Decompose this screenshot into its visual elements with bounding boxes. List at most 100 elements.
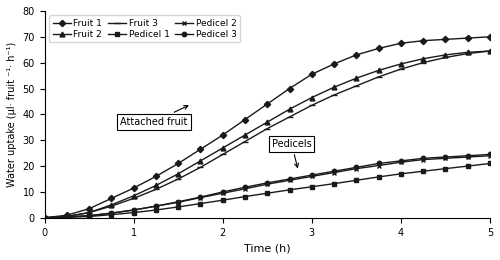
Pedicel 3 (420, 157, 426, 160)
Pedicel 3 (331, 170, 337, 173)
Fruit 3 (153, 188, 159, 191)
Fruit 1 (420, 39, 426, 42)
Pedicel 2 (198, 196, 203, 199)
Pedicel 3 (108, 212, 114, 215)
Fruit 2 (108, 203, 114, 206)
Pedicel 1 (398, 172, 404, 176)
Pedicel 2 (108, 212, 114, 215)
Fruit 3 (198, 166, 203, 169)
Pedicel 1 (309, 185, 315, 188)
Pedicel 3 (64, 216, 70, 219)
Pedicel 1 (442, 167, 448, 170)
Fruit 3 (442, 56, 448, 59)
Pedicel 1 (376, 175, 382, 178)
Pedicel 1 (242, 195, 248, 198)
Fruit 1 (153, 175, 159, 178)
Pedicel 1 (108, 213, 114, 216)
Fruit 1 (220, 133, 226, 136)
Fruit 1 (309, 73, 315, 76)
Fruit 2 (464, 51, 470, 54)
Fruit 2 (309, 96, 315, 99)
Line: Pedicel 3: Pedicel 3 (42, 152, 492, 220)
Line: Fruit 1: Fruit 1 (42, 35, 492, 220)
X-axis label: Time (h): Time (h) (244, 243, 290, 253)
Fruit 2 (286, 108, 292, 111)
Fruit 3 (86, 211, 92, 214)
Pedicel 1 (464, 165, 470, 168)
Pedicel 2 (376, 164, 382, 167)
Pedicel 2 (442, 157, 448, 160)
Pedicel 1 (198, 202, 203, 205)
Fruit 2 (130, 194, 136, 197)
Pedicel 2 (286, 179, 292, 182)
Fruit 3 (464, 52, 470, 55)
Pedicel 2 (86, 214, 92, 217)
Fruit 2 (354, 77, 360, 80)
Fruit 1 (108, 197, 114, 200)
Fruit 3 (354, 84, 360, 87)
Line: Fruit 3: Fruit 3 (42, 48, 492, 220)
Fruit 3 (309, 104, 315, 107)
Pedicel 1 (130, 211, 136, 214)
Pedicel 1 (153, 209, 159, 212)
Fruit 2 (220, 146, 226, 150)
Fruit 1 (464, 37, 470, 40)
Y-axis label: Water uptake (µl· fruit ⁻¹· h⁻¹): Water uptake (µl· fruit ⁻¹· h⁻¹) (7, 42, 17, 187)
Pedicel 1 (286, 188, 292, 191)
Fruit 1 (64, 214, 70, 217)
Fruit 1 (175, 162, 181, 165)
Fruit 1 (198, 148, 203, 151)
Pedicel 3 (487, 153, 493, 156)
Fruit 3 (264, 127, 270, 130)
Fruit 1 (264, 102, 270, 106)
Fruit 3 (108, 205, 114, 208)
Fruit 2 (331, 86, 337, 89)
Pedicel 2 (42, 216, 48, 219)
Pedicel 1 (220, 199, 226, 202)
Fruit 3 (420, 61, 426, 64)
Fruit 3 (331, 93, 337, 96)
Fruit 1 (376, 47, 382, 50)
Pedicel 1 (42, 216, 48, 219)
Fruit 1 (130, 186, 136, 190)
Pedicel 2 (464, 155, 470, 159)
Pedicel 1 (420, 170, 426, 173)
Legend: Fruit 1, Fruit 2, Fruit 3, Pedicel 1, Pedicel 2, Pedicel 3: Fruit 1, Fruit 2, Fruit 3, Pedicel 1, Pe… (49, 15, 240, 42)
Fruit 2 (264, 121, 270, 124)
Fruit 1 (354, 53, 360, 56)
Pedicel 3 (242, 186, 248, 189)
Fruit 3 (376, 75, 382, 79)
Fruit 3 (220, 153, 226, 156)
Fruit 1 (398, 42, 404, 45)
Pedicel 2 (242, 187, 248, 190)
Fruit 1 (286, 87, 292, 90)
Pedicel 1 (64, 216, 70, 219)
Pedicel 3 (175, 200, 181, 203)
Pedicel 1 (86, 215, 92, 218)
Pedicel 3 (464, 154, 470, 157)
Pedicel 3 (286, 177, 292, 180)
Pedicel 3 (130, 209, 136, 212)
Pedicel 2 (309, 175, 315, 178)
Fruit 2 (175, 172, 181, 176)
Fruit 3 (42, 216, 48, 219)
Fruit 2 (198, 159, 203, 162)
Pedicel 1 (487, 162, 493, 165)
Line: Pedicel 1: Pedicel 1 (42, 161, 492, 220)
Pedicel 3 (153, 205, 159, 208)
Line: Pedicel 2: Pedicel 2 (42, 153, 492, 220)
Fruit 3 (242, 140, 248, 143)
Fruit 3 (286, 115, 292, 119)
Pedicel 2 (354, 167, 360, 170)
Pedicel 3 (42, 216, 48, 219)
Pedicel 3 (198, 196, 203, 199)
Pedicel 1 (331, 182, 337, 185)
Fruit 3 (487, 49, 493, 53)
Pedicel 2 (220, 192, 226, 195)
Pedicel 2 (153, 205, 159, 208)
Pedicel 2 (64, 216, 70, 219)
Pedicel 2 (331, 171, 337, 174)
Fruit 2 (153, 184, 159, 187)
Fruit 2 (398, 62, 404, 66)
Fruit 1 (42, 216, 48, 219)
